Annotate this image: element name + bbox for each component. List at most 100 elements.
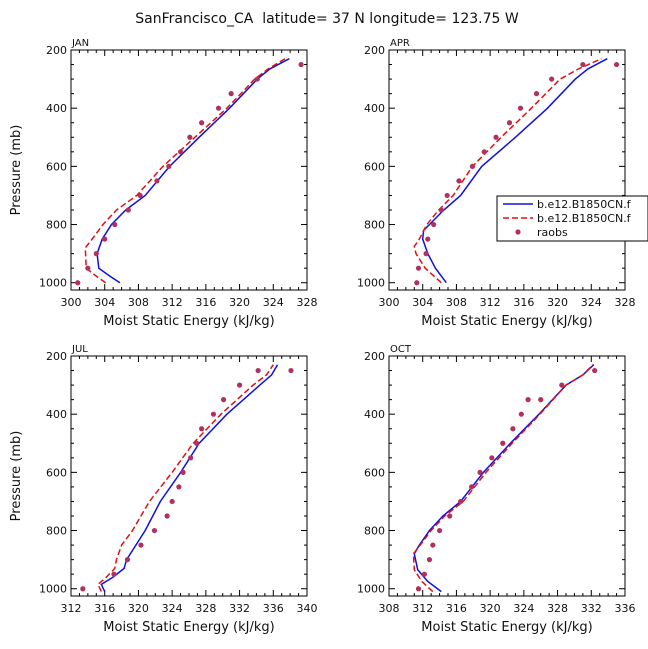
raobs-point-oct (489, 455, 495, 461)
x-axis-label-jul: Moist Static Energy (kJ/kg) (103, 620, 274, 635)
raobs-point-oct (559, 382, 565, 388)
raobs-point-apr (549, 76, 555, 82)
series-line-1-jan (96, 58, 290, 284)
x-tick-label-oct: 316 (446, 602, 467, 615)
raobs-point-oct (458, 498, 464, 505)
raobs-point-oct (421, 571, 427, 577)
panel-title-oct: OCT (390, 344, 412, 355)
series-line-1-apr (421, 58, 608, 284)
x-tick-label-jan: 300 (61, 296, 82, 309)
raobs-point-oct (510, 426, 516, 432)
raobs-point-jan (75, 280, 81, 286)
y-tick-label-jan: 1000 (39, 277, 67, 290)
raobs-point-jul (255, 367, 261, 374)
plot-frame-jul (70, 355, 308, 597)
raobs-point-jan (254, 76, 260, 82)
raobs-point-apr (613, 61, 620, 68)
panel-title-apr: APR (390, 38, 410, 49)
x-tick-label-jul: 340 (297, 602, 318, 615)
raobs-point-oct (525, 397, 531, 403)
raobs-point-apr (414, 280, 420, 286)
x-tick-label-apr: 316 (513, 296, 534, 309)
raobs-point-jan (102, 236, 108, 242)
y-axis-label-jan: Pressure (mb) (9, 125, 24, 216)
y-tick-label-jan: 800 (46, 219, 67, 232)
y-tick-label-jul: 400 (46, 408, 67, 421)
raobs-point-jul (164, 513, 170, 519)
raobs-point-apr (481, 149, 487, 155)
y-tick-label-jul: 800 (46, 525, 67, 538)
x-tick-label-oct: 324 (513, 602, 534, 615)
x-tick-label-jul: 312 (61, 602, 82, 615)
series-line-1-oct (413, 364, 595, 593)
y-tick-label-jul: 1000 (39, 583, 67, 596)
y-tick-label-oct: 200 (364, 350, 385, 363)
raobs-point-apr (456, 178, 462, 184)
legend-label-1: b.e12.B1850CN.f (537, 198, 632, 211)
y-tick-label-apr: 600 (364, 160, 385, 173)
x-axis-label-jan: Moist Static Energy (kJ/kg) (103, 314, 274, 329)
raobs-point-jan (154, 178, 160, 184)
raobs-point-apr (506, 120, 513, 126)
raobs-point-oct (538, 397, 544, 403)
y-tick-label-oct: 1000 (357, 583, 385, 596)
raobs-point-apr (493, 134, 499, 140)
x-tick-label-oct: 312 (412, 602, 433, 615)
x-tick-label-jul: 332 (229, 602, 250, 615)
raobs-point-apr (415, 265, 422, 271)
panel-apr: 300 304 308 312 316 320 324 328 200 400 600 800 1000… (357, 38, 636, 329)
x-tick-label-oct: 332 (581, 602, 602, 615)
plot-frame-jan (70, 49, 308, 291)
raobs-point-oct (426, 557, 433, 563)
y-axis-label-jul: Pressure (mb) (9, 431, 24, 522)
x-tick-label-jul: 320 (128, 602, 149, 615)
raobs-point-jul (188, 455, 194, 461)
raobs-point-oct (415, 586, 422, 592)
raobs-point-jan (199, 120, 205, 126)
legend-label-3: raobs (537, 226, 568, 239)
raobs-point-jul (199, 426, 205, 432)
y-tick-label-jan: 400 (46, 102, 67, 115)
raobs-point-apr (425, 236, 431, 242)
y-tick-label-apr: 400 (364, 102, 385, 115)
raobs-point-oct (500, 440, 506, 446)
y-tick-label-jan: 600 (46, 160, 67, 173)
raobs-point-oct (477, 469, 483, 475)
raobs-point-jul (124, 557, 131, 563)
y-tick-label-oct: 800 (364, 525, 385, 538)
raobs-point-jan (187, 134, 193, 140)
raobs-point-apr (517, 105, 524, 111)
raobs-point-jan (137, 192, 143, 199)
x-tick-label-jul: 324 (162, 602, 183, 615)
raobs-point-jan (298, 61, 304, 68)
x-tick-label-jan: 308 (128, 296, 149, 309)
legend-marker-raobs (515, 229, 521, 235)
y-tick-label-apr: 1000 (357, 277, 385, 290)
raobs-point-jan (93, 251, 99, 257)
x-tick-label-apr: 304 (412, 296, 433, 309)
raobs-point-jul (111, 571, 117, 577)
raobs-point-apr (431, 221, 437, 228)
panel-title-jan: JAN (71, 38, 89, 49)
x-tick-label-jan: 312 (162, 296, 183, 309)
raobs-point-apr (580, 61, 586, 68)
raobs-point-oct (447, 513, 453, 519)
raobs-point-apr (469, 163, 476, 169)
panel-jul: 312 316 320 324 328 332 336 340 200 400 600 800 1000… (9, 344, 318, 635)
raobs-point-oct (430, 542, 436, 548)
raobs-point-jan (166, 163, 172, 169)
y-tick-label-apr: 800 (364, 219, 385, 232)
raobs-point-oct (592, 367, 598, 374)
raobs-point-jul (288, 367, 294, 374)
raobs-point-jul (210, 411, 217, 417)
x-tick-label-oct: 320 (480, 602, 501, 615)
raobs-point-jan (228, 91, 234, 97)
y-tick-label-apr: 200 (364, 44, 385, 57)
x-tick-label-apr: 320 (547, 296, 568, 309)
x-tick-label-apr: 312 (480, 296, 501, 309)
raobs-point-oct (436, 527, 443, 534)
raobs-point-jan (85, 265, 91, 271)
raobs-point-jan (215, 105, 222, 111)
